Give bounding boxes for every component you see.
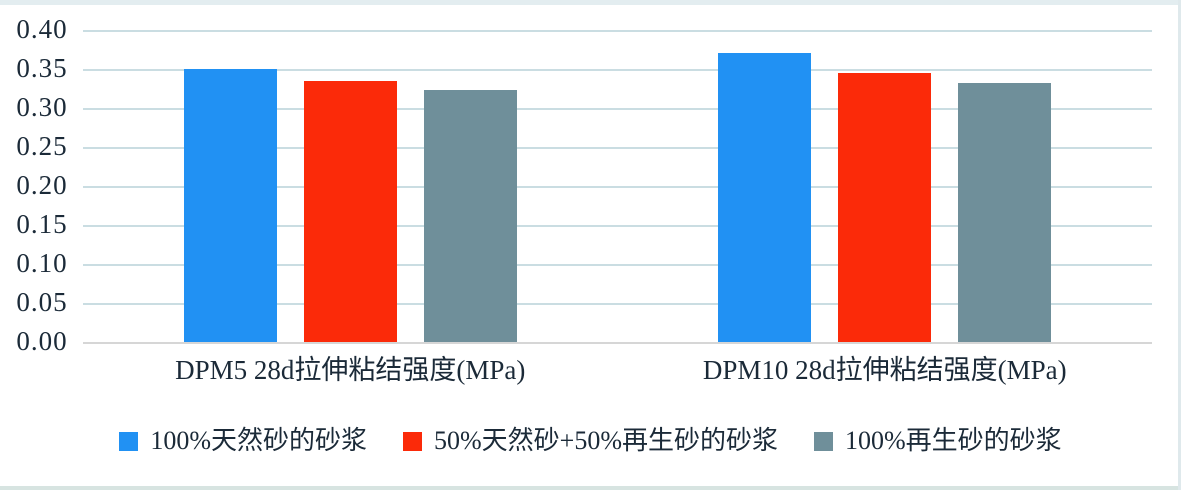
legend-swatch bbox=[403, 431, 422, 451]
legend-label: 100%天然砂的砂浆 bbox=[150, 426, 367, 455]
x-axis-baseline bbox=[83, 342, 1152, 344]
scan-edge-top bbox=[0, 0, 1181, 5]
gridline bbox=[83, 147, 1152, 149]
legend-item: 100%天然砂的砂浆 bbox=[119, 426, 367, 456]
gridline bbox=[83, 225, 1152, 227]
y-tick-label: 0.20 bbox=[16, 170, 68, 200]
legend-swatch bbox=[119, 431, 139, 451]
bar bbox=[838, 72, 932, 342]
legend-swatch bbox=[813, 431, 833, 451]
y-tick-label: 0.10 bbox=[16, 248, 68, 278]
legend-label: 100%再生砂的砂浆 bbox=[844, 426, 1062, 455]
y-tick-label: 0.40 bbox=[16, 14, 68, 44]
gridline bbox=[83, 186, 1152, 188]
y-tick-label: 0.05 bbox=[16, 287, 68, 317]
y-axis-labels: 0.40 0.35 0.30 0.25 0.20 0.15 0.10 0.05 0.00 bbox=[10, 16, 74, 355]
y-tick-label: 0.30 bbox=[16, 92, 68, 122]
bar bbox=[303, 80, 397, 342]
bar bbox=[423, 90, 517, 342]
y-tick-label: 0.00 bbox=[16, 326, 68, 356]
legend-label: 50%天然砂+50%再生砂的砂浆 bbox=[434, 426, 778, 455]
y-tick-label: 0.15 bbox=[16, 209, 68, 239]
scan-edge-right bbox=[1178, 0, 1181, 490]
bar-groups bbox=[83, 30, 1152, 342]
gridline bbox=[83, 69, 1152, 71]
bar bbox=[183, 69, 277, 342]
legend-item: 100%再生砂的砂浆 bbox=[813, 426, 1062, 456]
gridline bbox=[83, 303, 1152, 305]
gridline bbox=[83, 108, 1152, 110]
y-tick-label: 0.35 bbox=[16, 53, 68, 83]
x-category-label-dpm5: DPM5 28d拉伸粘结强度(MPa) bbox=[175, 355, 526, 385]
bar bbox=[958, 83, 1052, 342]
x-category-label-dpm10: DPM10 28d拉伸粘结强度(MPa) bbox=[702, 355, 1067, 385]
gridline bbox=[83, 264, 1152, 266]
legend: 100%天然砂的砂浆 50%天然砂+50%再生砂的砂浆 100%再生砂的砂浆 bbox=[0, 426, 1181, 456]
plot-area bbox=[83, 30, 1152, 344]
bar bbox=[718, 53, 812, 342]
scan-edge-bottom bbox=[0, 486, 1181, 490]
y-tick-label: 0.25 bbox=[16, 131, 68, 161]
bar-group bbox=[83, 30, 618, 342]
legend-item: 50%天然砂+50%再生砂的砂浆 bbox=[403, 426, 778, 456]
x-axis-labels: DPM5 28d拉伸粘结强度(MPa) DPM10 28d拉伸粘结强度(MPa) bbox=[83, 352, 1152, 388]
bar-group bbox=[618, 30, 1153, 342]
gridline bbox=[83, 30, 1152, 32]
